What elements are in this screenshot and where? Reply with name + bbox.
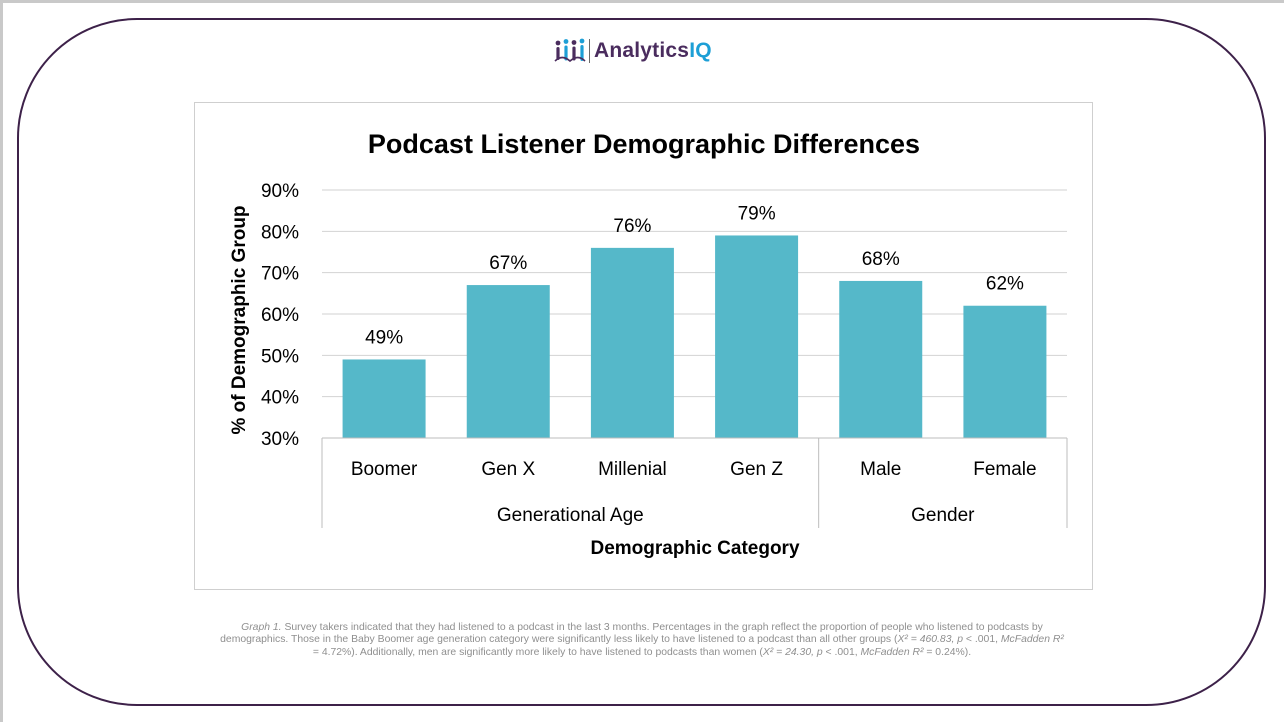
logo-word-main: Analytics	[594, 39, 690, 62]
caption-line-1: Survey takers indicated that they had li…	[284, 622, 1043, 633]
caption-stat2-p: p	[816, 646, 823, 658]
x-tick-label: Gen Z	[730, 459, 783, 480]
caption-stat1-mcfadden: McFadden R²	[1000, 634, 1064, 646]
people-logo-icon	[554, 38, 586, 63]
x-axis-label: Demographic Category	[590, 538, 799, 559]
caption-line-3a: = 4.72%). Additionally, men are signific…	[312, 646, 763, 658]
caption-stat2-rest: < .001,	[822, 646, 861, 658]
x-tick-label: Female	[973, 459, 1036, 480]
slide-frame	[17, 18, 1266, 706]
group-label: Gender	[911, 505, 975, 526]
caption-graph-label: Graph 1.	[241, 622, 282, 633]
graph-caption: Graph 1. Survey takers indicated that th…	[80, 622, 1204, 659]
x-tick-label: Boomer	[351, 459, 418, 480]
window-top-edge	[0, 0, 1284, 3]
axes: 90% 80% 70% 60% 50% 40% 30% Boomer Gen X Millenia…	[261, 181, 1068, 528]
data-label: 49%	[365, 327, 403, 348]
y-tick-label: 50%	[261, 346, 299, 367]
logo-divider	[589, 39, 590, 63]
caption-stat1-chi: X² = 460.83,	[897, 634, 958, 646]
data-label: 79%	[738, 203, 776, 224]
data-label: 62%	[986, 274, 1024, 295]
window-left-edge	[0, 0, 3, 722]
bar	[466, 285, 550, 438]
bar-chart: Podcast Listener Demographic Differences…	[229, 129, 1068, 559]
y-tick-label: 30%	[261, 429, 299, 450]
caption-stat2-chi: X² = 24.30,	[762, 646, 817, 658]
group-label: Generational Age	[497, 505, 644, 526]
x-tick-label: Gen X	[481, 459, 535, 480]
logo-word-accent: IQ	[689, 39, 712, 62]
logo-wordmark: AnalyticsIQ	[594, 39, 712, 63]
caption-stat1-p: p	[957, 634, 964, 646]
y-tick-label: 60%	[261, 305, 299, 326]
gridlines	[322, 189, 1067, 439]
y-tick-label: 70%	[261, 264, 299, 285]
data-label: 67%	[489, 253, 527, 274]
y-tick-label: 80%	[261, 222, 299, 243]
y-axis-label: % of Demographic Group	[229, 205, 250, 434]
caption-stat1-rest: < .001,	[963, 634, 1001, 646]
data-labels: 49% 67% 76% 79% 68% 62%	[365, 203, 1024, 348]
bar	[590, 247, 674, 438]
x-tick-label: Male	[860, 459, 901, 480]
data-label: 76%	[613, 216, 651, 237]
data-label: 68%	[862, 249, 900, 270]
analyticsiq-logo: AnalyticsIQ	[554, 36, 712, 66]
bar	[342, 359, 426, 438]
caption-stat2-mcfadden: McFadden R²	[860, 646, 924, 658]
y-tick-label: 40%	[261, 388, 299, 409]
bars	[342, 235, 1047, 438]
bar	[715, 235, 799, 438]
y-tick-label: 90%	[261, 181, 299, 202]
chart-container: Podcast Listener Demographic Differences…	[194, 102, 1093, 590]
chart-title: Podcast Listener Demographic Differences	[368, 129, 920, 159]
caption-line-3b: = 0.24%).	[923, 646, 972, 658]
caption-line-2: demographics. Those in the Baby Boomer a…	[220, 634, 898, 646]
bar	[963, 305, 1047, 438]
x-tick-label: Millenial	[598, 459, 667, 480]
bar	[839, 280, 923, 438]
